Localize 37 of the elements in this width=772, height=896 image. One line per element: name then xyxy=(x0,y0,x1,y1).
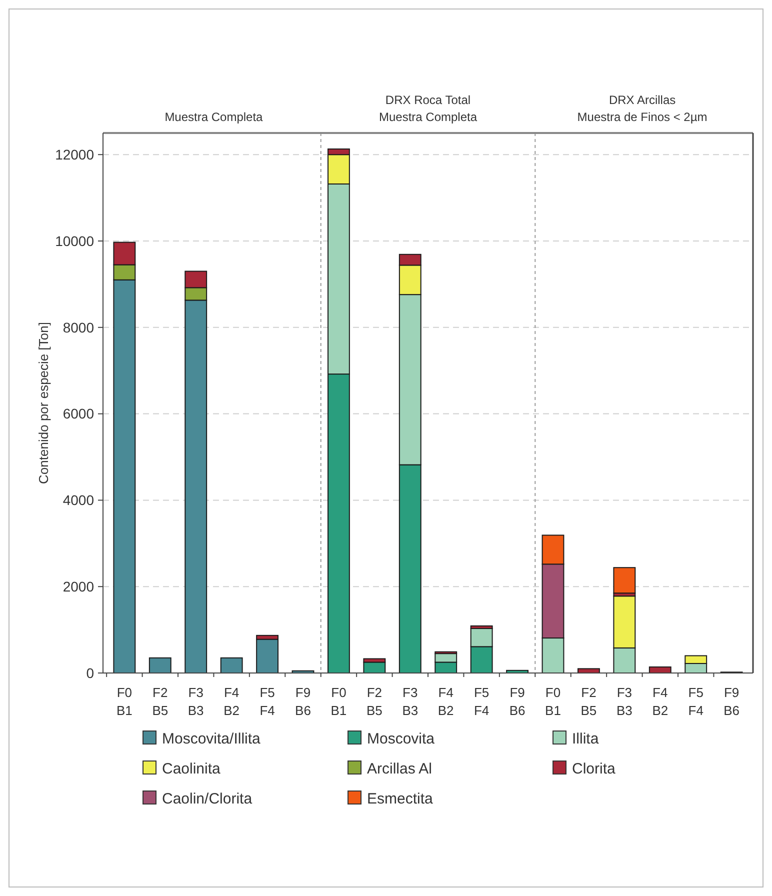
x-tick-label: F5 F4 xyxy=(260,685,275,718)
x-tick-label: F0 B1 xyxy=(545,685,561,718)
x-tick-label: F2 B5 xyxy=(366,685,382,718)
x-tick-label: F3 B3 xyxy=(616,685,632,718)
y-tick-label: 0 xyxy=(86,664,94,681)
legend-label: Clorita xyxy=(572,760,616,778)
legend-label: Moscovita xyxy=(367,730,436,748)
y-tick-label: 10000 xyxy=(55,232,94,249)
x-tick-label: F2 B5 xyxy=(580,685,597,718)
legend-label: Caolin/Clorita xyxy=(162,790,253,808)
x-tick-label: F3 B3 xyxy=(188,685,204,718)
text: DRX Roca Total Muestra Completa xyxy=(378,93,478,124)
y-axis-title: Contenido por especie [Ton] xyxy=(36,322,51,484)
legend-label: Arcillas Al xyxy=(367,760,432,778)
text: DRX Arcillas Muestra de Finos < 2µm xyxy=(577,93,708,124)
x-tick-label: F2 B5 xyxy=(152,685,168,718)
legend-label: Illita xyxy=(572,730,600,748)
y-tick-label: 4000 xyxy=(62,492,94,508)
x-tick-label: F9 B6 xyxy=(509,685,526,718)
legend-label: Moscovita/Illita xyxy=(162,730,262,748)
x-tick-label: F4 B2 xyxy=(652,685,668,718)
legend-label: Esmectita xyxy=(367,790,434,808)
x-tick-label: F4 B2 xyxy=(224,685,240,718)
x-tick-label: F0 B1 xyxy=(330,685,347,718)
x-tick-label: F5 F4 xyxy=(688,685,704,718)
text: Muestra Completa xyxy=(164,110,264,124)
x-tick-label: F0 B1 xyxy=(116,685,132,718)
y-tick-label: 12000 xyxy=(55,146,94,162)
legend-label: Caolinita xyxy=(162,760,222,778)
x-tick-label: F4 B2 xyxy=(438,685,454,718)
y-tick-label: 6000 xyxy=(62,406,94,422)
x-tick-label: F5 F4 xyxy=(474,685,490,718)
y-tick-label: 2000 xyxy=(62,578,94,594)
y-tick-label: 8000 xyxy=(62,319,94,336)
x-tick-label: F9 B6 xyxy=(295,685,311,718)
x-tick-label: F3 B3 xyxy=(402,685,418,718)
x-tick-label: F9 B6 xyxy=(724,685,740,718)
